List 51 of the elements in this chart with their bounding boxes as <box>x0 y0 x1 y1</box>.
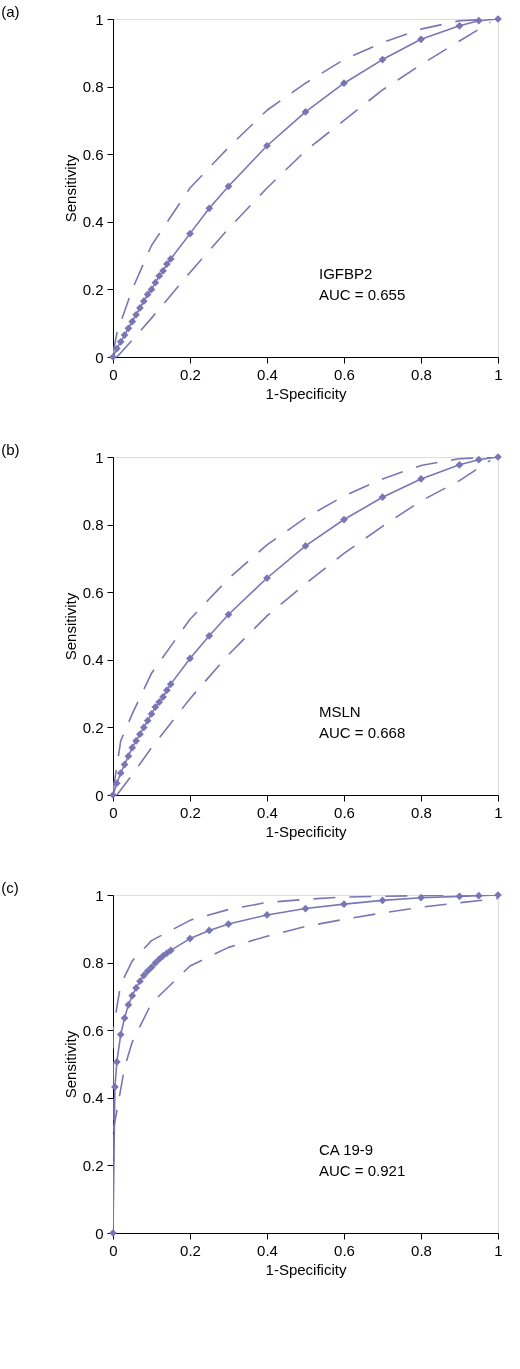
y-tick-label: 0.2 <box>82 718 104 736</box>
x-tick-label: 0.8 <box>411 803 432 821</box>
y-axis-title: Sensitivity <box>61 154 79 223</box>
y-tick-label: 1 <box>95 448 104 466</box>
x-axis-title: 1-Specificity <box>265 1260 347 1278</box>
annotation: MSLN <box>318 703 361 721</box>
y-tick-label: 0.6 <box>82 583 104 601</box>
x-axis-title: 1-Specificity <box>265 822 347 840</box>
y-tick-label: 0.4 <box>82 213 104 231</box>
y-tick-label: 0 <box>95 1224 104 1242</box>
x-tick-label: 0.8 <box>411 1241 432 1259</box>
x-tick-label: 1 <box>494 1241 503 1259</box>
y-axis-title: Sensitivity <box>61 1030 79 1099</box>
annotation: AUC = 0.655 <box>318 286 406 304</box>
annotation: AUC = 0.668 <box>318 724 406 742</box>
x-tick-label: 0.4 <box>257 1241 278 1259</box>
x-tick-label: 0 <box>109 803 118 821</box>
x-tick-label: 0.6 <box>334 1241 355 1259</box>
y-tick-label: 1 <box>95 10 104 28</box>
x-tick-label: 1 <box>494 365 503 383</box>
chart-title: (c) <box>1 879 19 896</box>
x-tick-label: 0.6 <box>334 803 355 821</box>
annotation: IGFBP2 <box>318 265 373 283</box>
y-tick-label: 0.6 <box>82 1021 104 1039</box>
y-tick-label: 0 <box>95 786 104 804</box>
y-tick-label: 0.4 <box>82 651 104 669</box>
x-tick-label: 0.4 <box>257 803 278 821</box>
chart-title: (b) <box>1 441 20 458</box>
x-tick-label: 0.2 <box>180 803 201 821</box>
y-tick-label: 0.8 <box>82 78 104 96</box>
annotation: AUC = 0.921 <box>318 1162 406 1180</box>
y-tick-label: 0.8 <box>82 516 104 534</box>
x-axis-title: 1-Specificity <box>265 384 347 402</box>
x-tick-label: 0.8 <box>411 365 432 383</box>
chart-title: (a) <box>1 3 20 20</box>
y-tick-label: 0.2 <box>82 1156 104 1174</box>
y-tick-label: 0.8 <box>82 954 104 972</box>
x-tick-label: 1 <box>494 803 503 821</box>
x-tick-label: 0.6 <box>334 365 355 383</box>
x-tick-label: 0 <box>109 365 118 383</box>
y-axis-title: Sensitivity <box>61 592 79 661</box>
y-tick-label: 1 <box>95 886 104 904</box>
y-tick-label: 0 <box>95 348 104 366</box>
x-tick-label: 0.4 <box>257 365 278 383</box>
x-tick-label: 0.2 <box>180 1241 201 1259</box>
y-tick-label: 0.6 <box>82 145 104 163</box>
y-tick-label: 0.2 <box>82 280 104 298</box>
annotation: CA 19-9 <box>318 1141 374 1159</box>
y-tick-label: 0.4 <box>82 1089 104 1107</box>
x-tick-label: 0.2 <box>180 365 201 383</box>
x-tick-label: 0 <box>109 1241 118 1259</box>
